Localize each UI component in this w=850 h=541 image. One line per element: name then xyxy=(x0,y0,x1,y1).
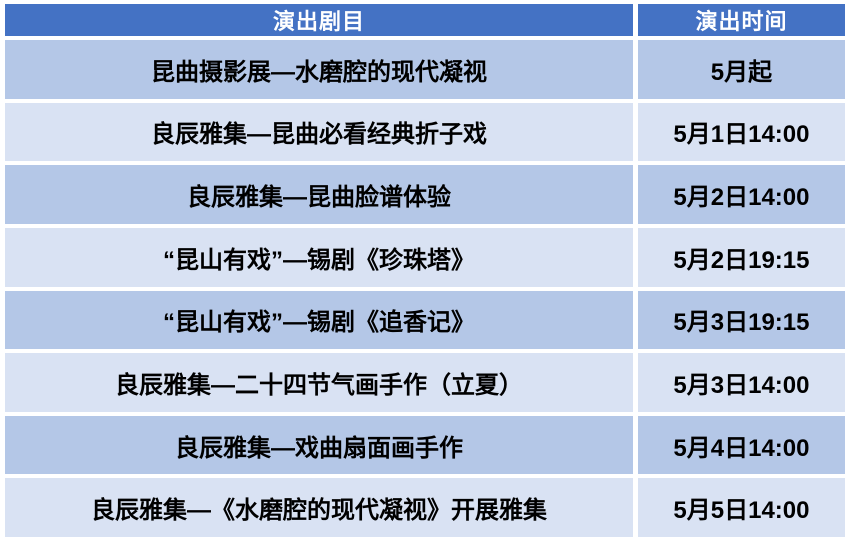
time-cell: 5月2日19:15 xyxy=(637,227,845,287)
table-row: 昆曲摄影展—水磨腔的现代凝视 5月起 xyxy=(5,40,845,99)
program-cell: 良辰雅集—昆曲必看经典折子戏 xyxy=(5,102,633,162)
table-row: “昆山有戏”—锡剧《珍珠塔》 5月2日19:15 xyxy=(5,227,845,287)
time-cell: 5月5日14:00 xyxy=(637,478,845,537)
program-cell: 良辰雅集—《水磨腔的现代凝视》开展雅集 xyxy=(5,478,633,537)
program-cell: 昆曲摄影展—水磨腔的现代凝视 xyxy=(5,40,633,99)
table-row: 良辰雅集—昆曲脸谱体验 5月2日14:00 xyxy=(5,165,845,224)
time-cell: 5月1日14:00 xyxy=(637,102,845,162)
table-row: 良辰雅集—《水磨腔的现代凝视》开展雅集 5月5日14:00 xyxy=(5,478,845,537)
header-row: 演出剧目 演出时间 xyxy=(5,4,845,36)
header-cell-time: 演出时间 xyxy=(637,4,845,36)
time-cell: 5月3日19:15 xyxy=(637,290,845,350)
program-cell: 良辰雅集—昆曲脸谱体验 xyxy=(5,165,633,224)
table-row: 良辰雅集—二十四节气画手作（立夏） 5月3日14:00 xyxy=(5,353,845,412)
header-cell-program: 演出剧目 xyxy=(5,4,633,36)
time-cell: 5月起 xyxy=(637,40,845,99)
program-cell: “昆山有戏”—锡剧《珍珠塔》 xyxy=(5,227,633,287)
time-cell: 5月3日14:00 xyxy=(637,353,845,412)
time-cell: 5月4日14:00 xyxy=(637,415,845,475)
program-cell: “昆山有戏”—锡剧《追香记》 xyxy=(5,290,633,350)
time-cell: 5月2日14:00 xyxy=(637,165,845,224)
program-cell: 良辰雅集—二十四节气画手作（立夏） xyxy=(5,353,633,412)
table-row: 良辰雅集—昆曲必看经典折子戏 5月1日14:00 xyxy=(5,102,845,162)
table-row: 良辰雅集—戏曲扇面画手作 5月4日14:00 xyxy=(5,415,845,475)
program-cell: 良辰雅集—戏曲扇面画手作 xyxy=(5,415,633,475)
table-row: “昆山有戏”—锡剧《追香记》 5月3日19:15 xyxy=(5,290,845,350)
